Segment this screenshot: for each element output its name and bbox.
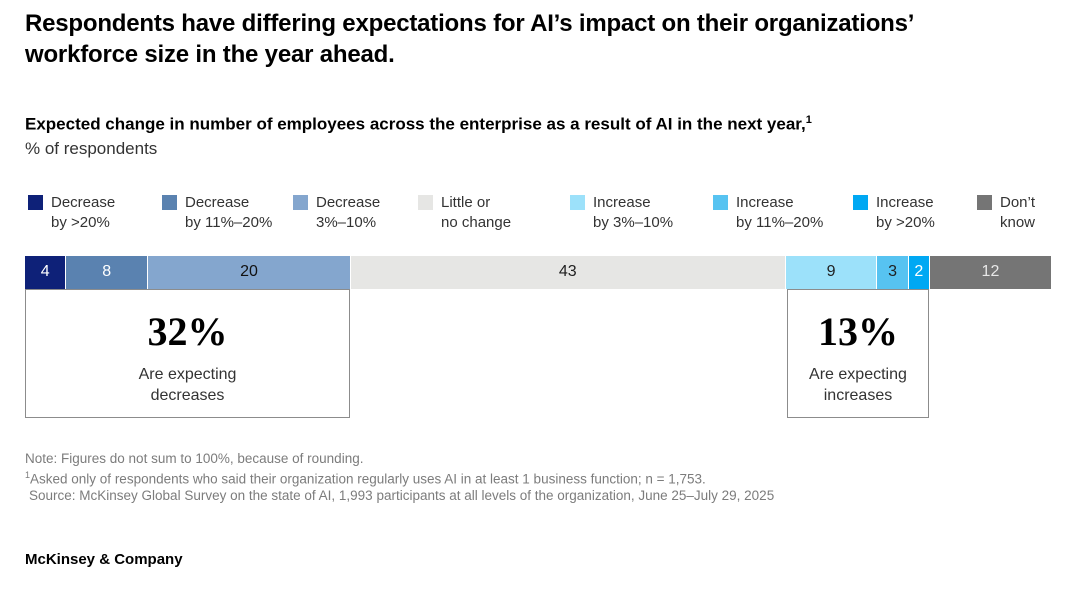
legend-label-line2: by >20% [876,213,935,231]
chart-unit-label: % of respondents [25,138,158,158]
legend-label: Don’t know [1000,193,1035,233]
legend-label-line2: no change [441,213,512,231]
footnote-marker: 1 [805,114,812,126]
bar-segment-value: 2 [914,263,924,281]
legend-label-line1: Don’t [1000,193,1036,211]
footnotes: Note: Figures do not sum to 100%, becaus… [25,450,1051,505]
legend-label-line2: 3%–10% [316,213,377,231]
legend-swatch-increase-3-10 [570,194,585,210]
bar-segment-value: 3 [888,263,898,281]
legend-label-line1: Decrease [185,193,250,211]
legend-label-line2: by 3%–10% [593,213,674,231]
legend-label: Decrease by >20% [51,193,115,233]
legend-item-decrease-11-20: Decrease by 11%–20% [162,193,272,233]
legend-label-line1: Increase [876,193,934,211]
legend-swatch-dont-know [977,194,992,210]
legend-label-line2: by 11%–20% [185,213,273,231]
legend-swatch-increase-gt20 [853,194,868,210]
bar-segment-decrease-11-20: 8 [66,255,149,289]
legend-label-line1: Decrease [51,193,116,211]
annotation-layer: 32% Are expecting decreases 13% Are expec… [25,288,1051,418]
legend-item-dont-know: Don’t know [977,193,1035,233]
bar-segment-increase-gt20: 2 [908,255,930,289]
bar-segment-value: 12 [981,263,1000,281]
legend-item-increase-11-20: Increase by 11%–20% [713,193,823,233]
legend-label-line2: know [1000,213,1036,231]
legend-label: Little or no change [441,193,511,233]
annotation-label-line1: Are expecting [809,365,907,383]
legend-label-line2: by >20% [51,213,110,231]
bar-segment-increase-3-10: 9 [785,255,878,289]
note-footnote1-text: Asked only of respondents who said their… [30,471,706,487]
bar-segment-value: 4 [40,263,50,281]
decrease-annotation-box: 32% Are expecting decreases [25,288,351,418]
annotation-label-line1: Are expecting [138,365,237,383]
legend-swatch-increase-11-20 [713,194,728,210]
legend-swatch-decrease-3-10 [293,194,308,210]
page-title: Respondents have differing expectations … [25,10,913,68]
legend-item-increase-gt20: Increase by >20% [853,193,935,233]
stacked-bar: 4 8 20 43 9 3 2 12 [25,255,1051,289]
note-rounding: Note: Figures do not sum to 100%, becaus… [25,450,364,466]
legend-label: Increase by 3%–10% [593,193,673,233]
legend-label: Decrease 3%–10% [316,193,380,233]
bar-segment-dont-know: 12 [929,255,1051,289]
chart-legend: Decrease by >20% Decrease by 11%–20% Decre… [25,193,1051,235]
decrease-percentage: 32% [147,308,228,354]
mckinsey-wordmark: McKinsey & Company [25,551,183,568]
increase-annotation-box: 13% Are expecting increases [786,288,930,418]
chart-subtitle-text: Expected change in number of employees a… [25,114,806,134]
bar-segment-value: 9 [826,263,836,281]
legend-item-decrease-gt20: Decrease by >20% [28,193,115,233]
note-source: Source: McKinsey Global Survey on the st… [29,488,775,504]
legend-swatch-decrease-gt20 [28,194,43,210]
legend-label: Increase by >20% [876,193,935,233]
note-footnote1: 1Asked only of respondents who said thei… [25,467,1051,488]
chart-subtitle: Expected change in number of employees a… [25,108,1051,137]
legend-label: Increase by 11%–20% [736,193,823,233]
exhibit: Respondents have differing expectations … [0,8,1077,504]
increase-percentage: 13% [817,308,898,354]
legend-item-decrease-3-10: Decrease 3%–10% [293,193,380,233]
legend-item-little-no-change: Little or no change [418,193,511,233]
bar-segment-little-no-change: 43 [350,255,786,289]
bar-segment-value: 20 [240,263,258,281]
legend-label-line2: by 11%–20% [736,213,824,231]
annotation-label-line2: decreases [150,386,225,404]
increase-annotation-label: Are expecting increases [788,364,928,406]
legend-swatch-little-no-change [418,194,433,210]
legend-label-line1: Increase [736,193,794,211]
legend-item-increase-3-10: Increase by 3%–10% [570,193,673,233]
legend-label-line1: Little or [441,193,491,211]
decrease-annotation-label: Are expecting decreases [26,364,349,406]
legend-label: Decrease by 11%–20% [185,193,272,233]
bar-segment-decrease-gt20: 4 [25,255,67,289]
legend-label-line1: Decrease [316,193,381,211]
bar-segment-increase-11-20: 3 [877,255,909,289]
bar-segment-value: 43 [558,263,577,281]
bar-segment-decrease-3-10: 20 [148,255,351,289]
bar-segment-value: 8 [102,263,112,281]
legend-label-line1: Increase [593,193,651,211]
footnote-marker: 1 [25,469,31,480]
legend-swatch-decrease-11-20 [162,194,177,210]
annotation-label-line2: increases [823,386,893,404]
